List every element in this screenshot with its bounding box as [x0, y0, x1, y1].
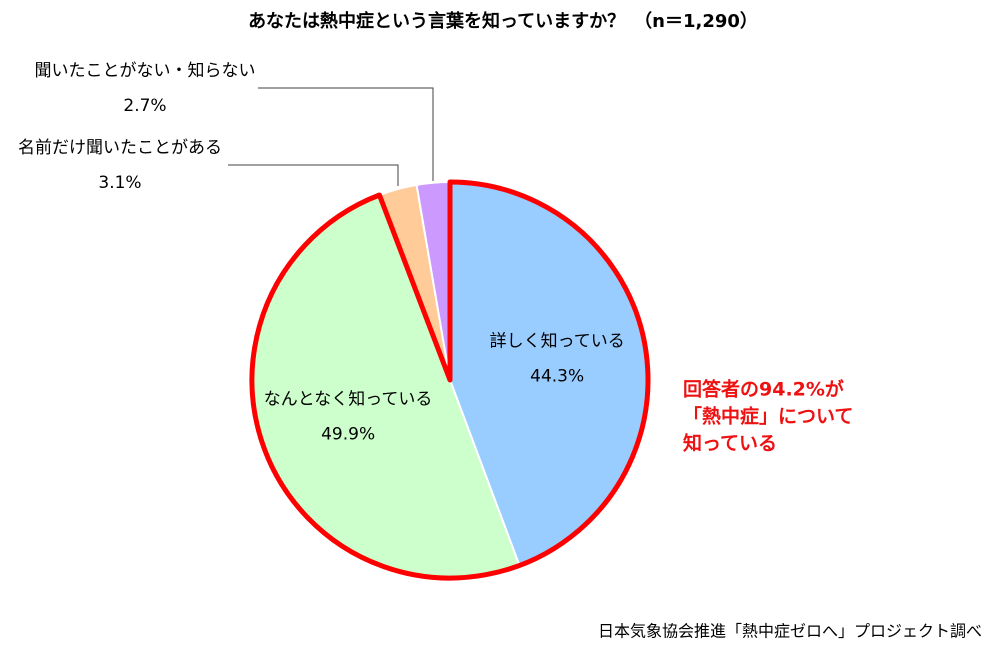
source: 日本気象協会推進「熱中症ゼロへ」プロジェクト調べ: [598, 622, 982, 641]
slice-label: 聞いたことがない・知らない: [35, 61, 256, 81]
value-label: 2.7%: [123, 96, 166, 116]
leader-line: [258, 87, 434, 181]
annotation: 知っている: [683, 432, 777, 455]
annotation: 回答者の94.2%が: [683, 378, 844, 401]
highlight-outline: [249, 179, 651, 581]
leader-line: [228, 164, 399, 186]
annotation: 「熱中症」について: [683, 405, 853, 428]
slice-label: 名前だけ聞いたことがある: [18, 138, 222, 158]
chart-title: あなたは熱中症という言葉を知っていますか？ （n＝1,290）: [248, 10, 758, 32]
slice-label: なんとなく知っている: [264, 389, 433, 409]
value-label: 49.9%: [321, 424, 375, 444]
value-label: 3.1%: [98, 173, 141, 193]
slice-label: 詳しく知っている: [490, 332, 625, 352]
value-label: 44.3%: [530, 367, 584, 387]
